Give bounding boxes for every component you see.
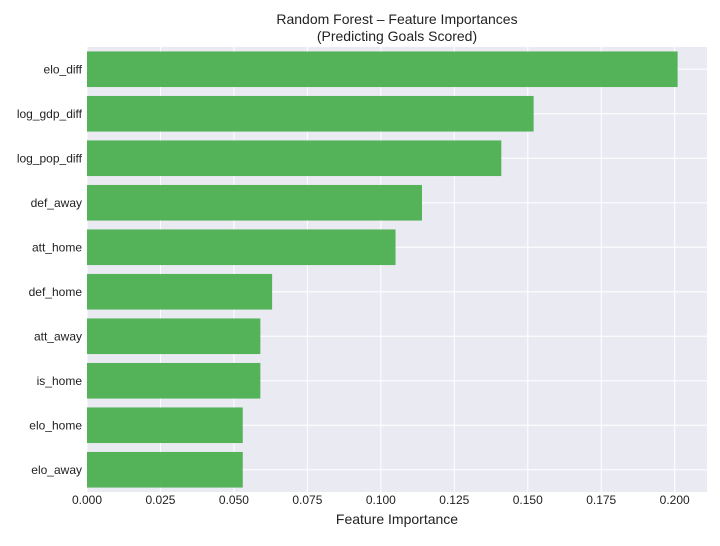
y-tick-label: elo_diff [44,62,83,76]
bar-att-home [87,229,396,266]
bar-log-pop-diff [87,140,502,177]
x-tick-label: 0.100 [366,493,396,507]
y-tick-label: elo_away [31,463,82,477]
bar-att-away [87,318,261,355]
y-tick-label: att_home [32,240,82,254]
bar-elo-home [87,407,243,444]
x-tick-label: 0.000 [72,493,102,507]
y-tick-label: log_pop_diff [17,151,83,165]
bar-elo-away [87,451,243,488]
chart-title: Random Forest – Feature Importances [276,11,517,27]
bar-elo-diff [87,51,678,88]
bar-def-away [87,184,422,221]
x-tick-label: 0.200 [660,493,690,507]
x-tick-labels: 0.000 0.025 0.050 0.075 0.100 0.125 0.150 0.175… [72,493,690,507]
y-tick-label: def_home [29,285,83,299]
bar-is-home [87,362,261,399]
y-tick-label: att_away [34,329,82,343]
x-tick-label: 0.175 [586,493,616,507]
bar-log-gdp-diff [87,95,534,132]
chart-subtitle: (Predicting Goals Scored) [317,28,477,44]
y-tick-label: elo_home [29,418,82,432]
x-tick-label: 0.050 [219,493,249,507]
y-tick-label: def_away [31,196,82,210]
x-axis-label: Feature Importance [336,511,458,527]
x-tick-label: 0.125 [439,493,469,507]
x-tick-label: 0.150 [513,493,543,507]
bars [87,51,678,488]
y-tick-label: log_gdp_diff [17,107,83,121]
y-tick-labels: elo_diff log_gdp_diff log_pop_diff def_away… [17,62,83,477]
x-tick-label: 0.075 [292,493,322,507]
x-tick-label: 0.025 [145,493,175,507]
bar-def-home [87,273,273,310]
y-tick-label: is_home [37,374,83,388]
